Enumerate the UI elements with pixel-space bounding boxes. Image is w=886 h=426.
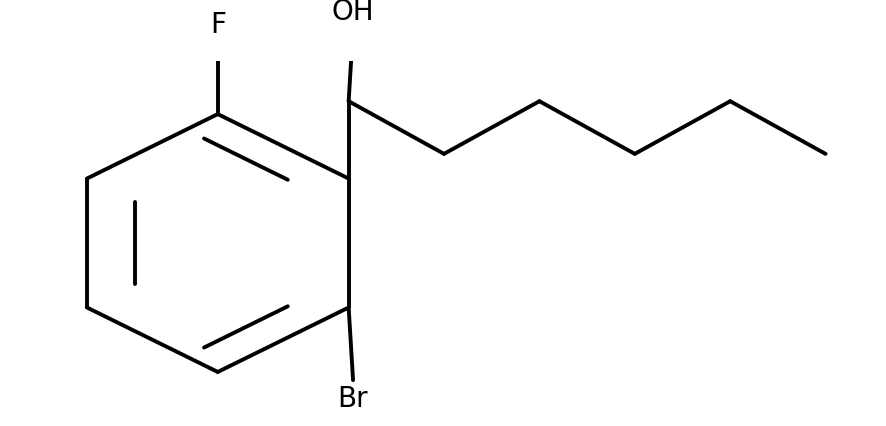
Text: OH: OH [331,0,375,26]
Text: Br: Br [338,384,369,412]
Text: F: F [210,11,226,39]
